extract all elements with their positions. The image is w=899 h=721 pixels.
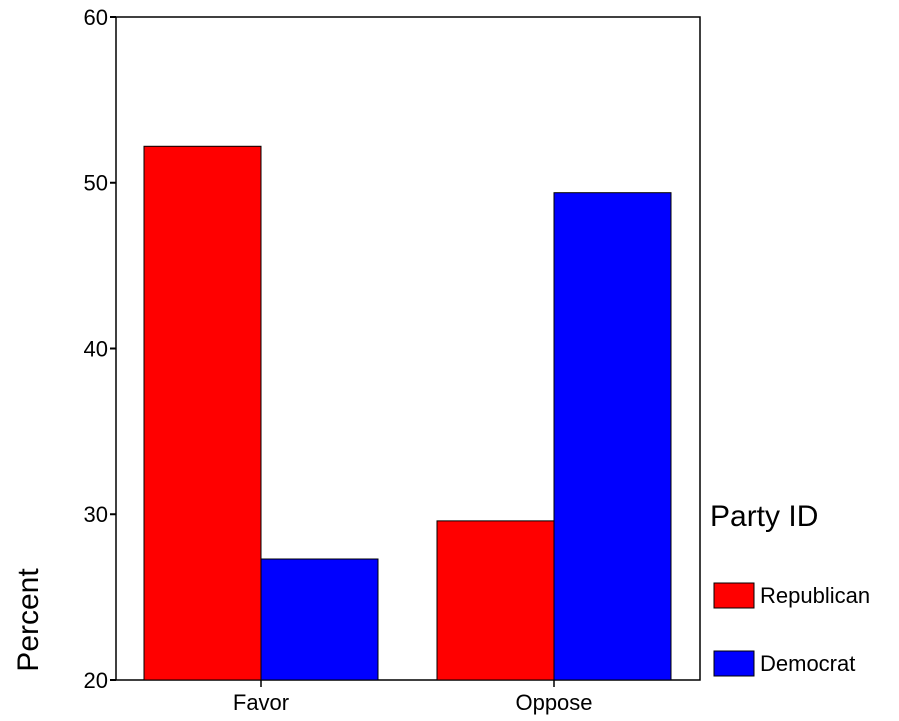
bar-republican-favor xyxy=(143,145,262,681)
bars xyxy=(143,145,672,681)
y-tick-label-40: 40 xyxy=(84,336,108,361)
x-tick-label-oppose: Oppose xyxy=(515,690,592,715)
bar-republican-oppose xyxy=(436,520,555,681)
y-tick-label-30: 30 xyxy=(84,502,108,527)
legend-swatch-republican xyxy=(713,582,755,609)
x-axis: Favor Oppose xyxy=(233,680,593,715)
y-tick-label-20: 20 xyxy=(84,668,108,693)
legend-swatch-democrat xyxy=(713,650,755,677)
legend: Republican Democrat xyxy=(713,582,870,677)
y-tick-label-60: 60 xyxy=(84,5,108,30)
bar-democrat-oppose xyxy=(553,192,672,681)
y-axis: 20 30 40 50 60 xyxy=(84,5,116,693)
legend-label-democrat: Democrat xyxy=(760,651,855,676)
x-tick-label-favor: Favor xyxy=(233,690,289,715)
y-tick-label-50: 50 xyxy=(84,171,108,196)
legend-title: Party ID xyxy=(710,500,818,533)
legend-label-republican: Republican xyxy=(760,583,870,608)
y-axis-label: Percent xyxy=(12,568,45,672)
bar-democrat-favor xyxy=(260,558,379,681)
